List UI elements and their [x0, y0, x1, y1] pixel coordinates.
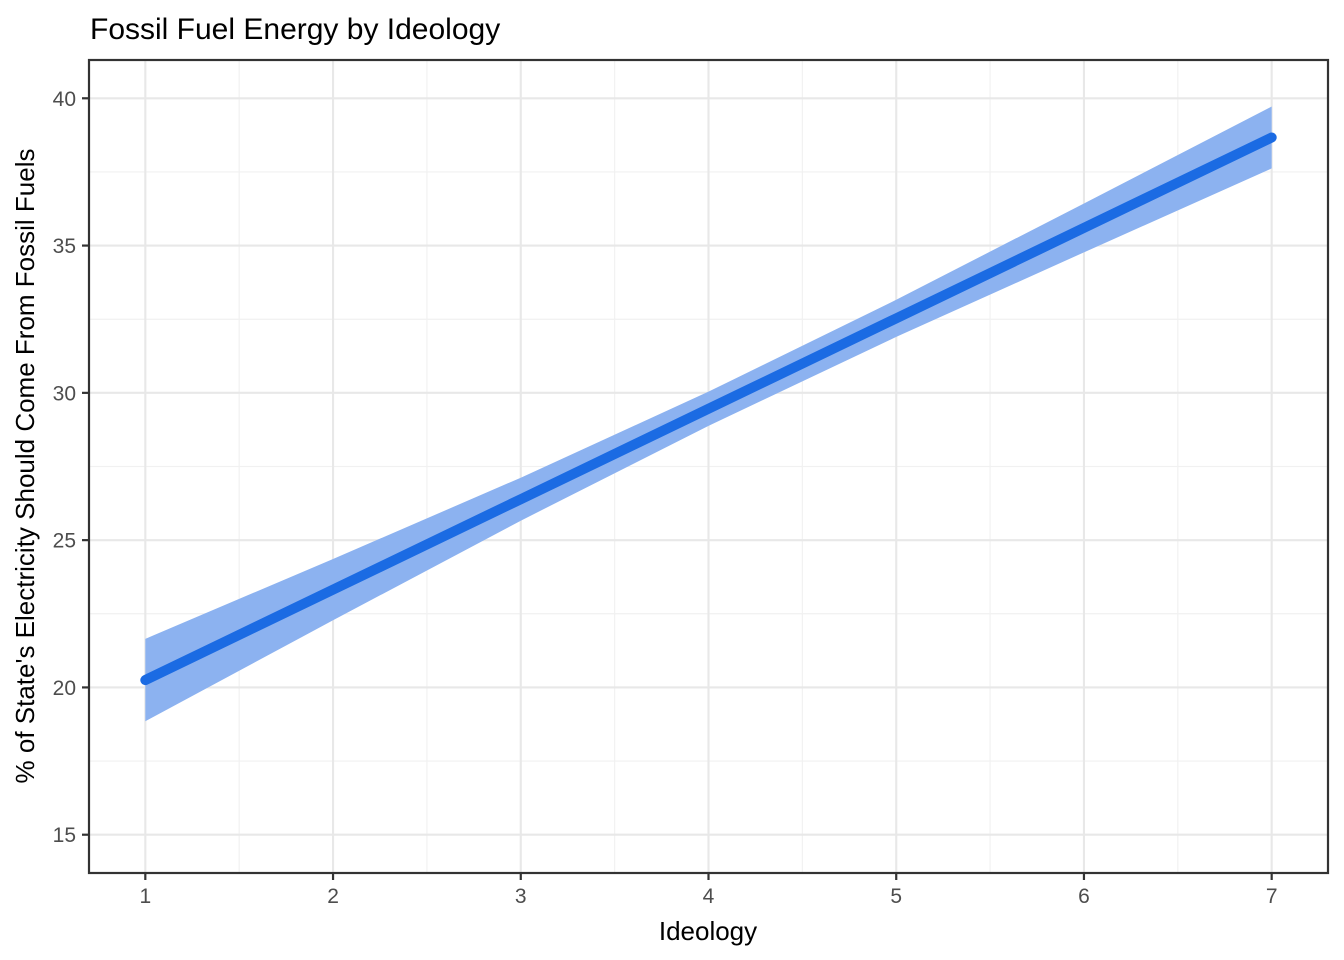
x-tick-label: 7 [1266, 885, 1278, 908]
y-tick-label: 35 [53, 235, 76, 258]
x-tick-label: 3 [515, 885, 527, 908]
major-gridlines [89, 60, 1328, 873]
regression-trend-line [140, 132, 1277, 686]
x-tick-label: 4 [703, 885, 715, 908]
x-tick-label: 1 [139, 885, 151, 908]
x-axis: 1 2 3 4 5 6 7 [139, 873, 1278, 908]
x-tick-label: 2 [327, 885, 339, 908]
x-tick-label: 6 [1078, 885, 1090, 908]
y-axis-title: % of State's Electricity Should Come Fro… [10, 149, 40, 784]
y-tick-label: 40 [53, 88, 76, 111]
x-tick-label: 5 [890, 885, 902, 908]
x-axis-title: Ideology [659, 916, 757, 946]
plot-title: Fossil Fuel Energy by Ideology [90, 13, 500, 46]
y-tick-label: 20 [53, 677, 76, 700]
y-tick-label: 25 [53, 530, 76, 553]
y-tick-label: 15 [53, 824, 76, 847]
y-tick-label: 30 [53, 382, 76, 405]
y-axis: 15 20 25 30 35 40 [53, 88, 89, 847]
